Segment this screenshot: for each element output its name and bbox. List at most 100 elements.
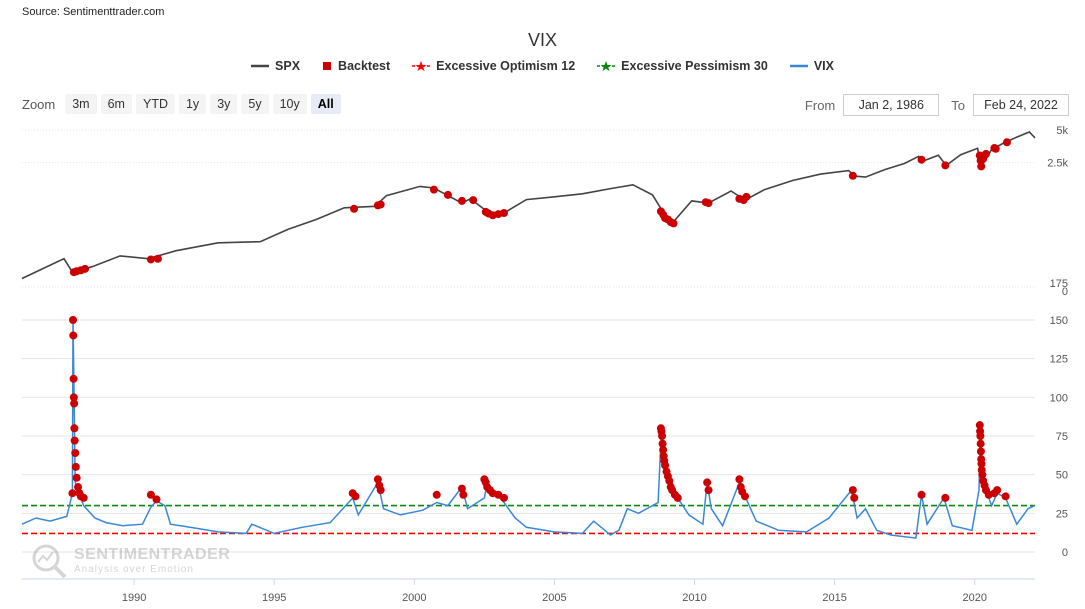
vix-backtest-point	[658, 432, 667, 440]
zoom-6m-button[interactable]: 6m	[100, 94, 132, 114]
vix-backtest-point	[977, 459, 986, 468]
vix-backtest-point	[70, 399, 79, 408]
bottom-y-tick-label: 75	[1056, 431, 1068, 443]
legend-label-spx: SPX	[275, 59, 301, 73]
x-axis-tick-label: 2000	[402, 592, 426, 604]
vix-backtest-point	[740, 492, 749, 501]
bottom-y-tick-label: 25	[1056, 508, 1068, 520]
to-date-input[interactable]: Feb 24, 2022	[973, 94, 1069, 116]
x-axis-tick-label: 1995	[262, 592, 286, 604]
vix-backtest-point	[941, 493, 950, 502]
date-range: From Jan 2, 1986 To Feb 24, 2022	[805, 94, 1069, 116]
chart-legend: SPX Backtest Excessive Optimism 12 Exces…	[0, 59, 1085, 73]
vix-backtest-point	[459, 490, 468, 499]
zoom-3m-button[interactable]: 3m	[65, 94, 97, 114]
zoom-ytd-button[interactable]: YTD	[135, 94, 175, 114]
spx-backtest-point	[742, 192, 751, 201]
from-date-input[interactable]: Jan 2, 1986	[843, 94, 940, 116]
spx-backtest-point	[981, 149, 990, 158]
zoom-5y-button[interactable]: 5y	[241, 94, 269, 114]
from-label: From	[804, 97, 836, 113]
vix-backtest-point	[69, 316, 78, 324]
legend-item-pessimism[interactable]: Excessive Pessimism 30	[597, 59, 768, 73]
vix-backtest-point	[74, 483, 83, 492]
legend-item-backtest[interactable]: Backtest	[322, 59, 390, 73]
bottom-y-tick-label: 0	[1062, 547, 1068, 559]
legend-line-icon	[251, 64, 270, 68]
vix-backtest-point	[373, 475, 382, 484]
zoom-all-button[interactable]: All	[310, 94, 341, 114]
zoom-3y-button[interactable]: 3y	[210, 94, 238, 114]
watermark-logo-icon	[32, 544, 67, 579]
spx-backtest-point	[376, 200, 385, 209]
legend-label-vix: VIX	[813, 59, 834, 73]
legend-item-vix[interactable]: VIX	[789, 59, 834, 73]
watermark-subtitle: Analysis over Emotion	[74, 563, 194, 575]
top-y-tick-label: 175	[1050, 278, 1068, 290]
vix-backtest-point	[703, 478, 712, 487]
legend-star-icon	[597, 61, 616, 71]
vix-backtest-point	[850, 493, 859, 502]
vix-backtest-point	[976, 447, 985, 456]
vix-backtest-point	[665, 476, 674, 485]
vix-backtest-point	[658, 439, 667, 448]
vix-backtest-point	[673, 493, 682, 502]
spx-backtest-point	[499, 208, 508, 217]
spx-backtest-point	[350, 204, 359, 213]
source-note: Source: Sentimenttrader.com	[22, 6, 165, 18]
x-axis-tick-label: 2005	[542, 592, 566, 604]
legend-line-icon	[789, 64, 808, 68]
vix-backtest-point	[70, 424, 79, 433]
vix-backtest-point	[351, 492, 360, 501]
x-axis-tick-label: 1990	[122, 592, 146, 604]
zoom-1y-button[interactable]: 1y	[178, 94, 207, 114]
legend-label-pessimism: Excessive Pessimism 30	[621, 59, 768, 73]
vix-backtest-point	[457, 484, 466, 493]
vix-backtest-point	[659, 445, 668, 454]
zoom-label: Zoom	[22, 96, 56, 112]
bottom-y-tick-label: 125	[1050, 354, 1068, 366]
vix-backtest-point	[79, 493, 88, 502]
zoom-10y-button[interactable]: 10y	[272, 94, 307, 114]
spx-backtest-point	[443, 190, 452, 199]
vix-backtest-point	[432, 490, 441, 499]
legend-label-optimism: Excessive Optimism 12	[436, 59, 576, 73]
vix-backtest-point	[69, 374, 78, 383]
vix-backtest-point	[69, 393, 78, 402]
spx-backtest-point	[1002, 138, 1011, 147]
spx-backtest-point	[457, 196, 466, 205]
vix-backtest-point	[376, 486, 385, 495]
vix-backtest-point	[917, 490, 926, 499]
bottom-y-tick-label: 100	[1050, 392, 1068, 404]
spx-backtest-point	[917, 155, 926, 164]
spx-backtest-point	[977, 162, 986, 171]
vix-backtest-point	[993, 486, 1002, 495]
zoom-controls: Zoom 3m 6m YTD 1y 3y 5y 10y All	[22, 94, 341, 114]
x-axis-tick-label: 2015	[822, 592, 846, 604]
to-label: To	[951, 97, 965, 113]
vix-backtest-point	[976, 432, 985, 440]
legend-item-spx[interactable]: SPX	[251, 59, 300, 73]
legend-label-backtest: Backtest	[338, 59, 391, 73]
spx-backtest-point	[81, 264, 90, 273]
top-y-tick-label: 2.5k	[1047, 157, 1068, 169]
legend-star-icon	[412, 61, 431, 71]
x-axis-tick-label: 2020	[963, 592, 987, 604]
vix-backtest-point	[976, 439, 985, 448]
spx-backtest-point	[429, 185, 438, 194]
watermark-title: SENTIMENTRADER	[74, 545, 231, 563]
vix-backtest-point	[661, 461, 670, 470]
spx-backtest-point	[153, 254, 162, 263]
spx-backtest-point	[669, 219, 678, 228]
legend-item-optimism[interactable]: Excessive Optimism 12	[412, 59, 575, 73]
vix-backtest-point	[1001, 492, 1010, 501]
watermark: SENTIMENTRADER Analysis over Emotion	[28, 540, 230, 580]
spx-backtest-point	[941, 161, 950, 170]
vix-backtest-point	[71, 462, 80, 471]
top-y-tick-label: 0	[1062, 286, 1068, 298]
top-y-tick-label: 5k	[1056, 125, 1068, 137]
vix-backtest-point	[975, 421, 984, 430]
vix-backtest-point	[978, 470, 987, 479]
vix-backtest-point	[69, 331, 78, 340]
